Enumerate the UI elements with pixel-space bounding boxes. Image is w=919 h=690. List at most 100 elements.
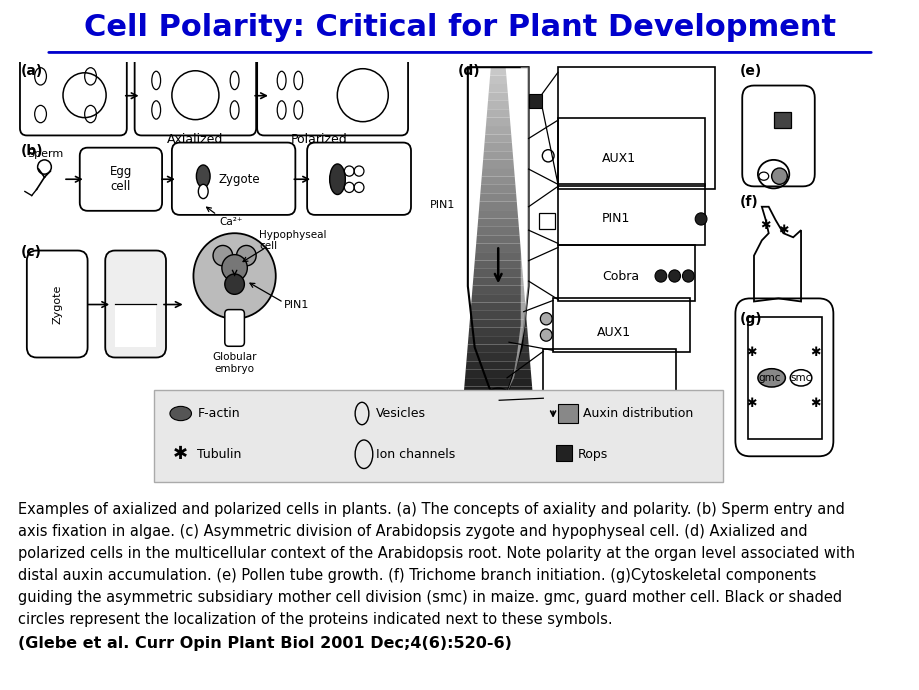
Polygon shape [480,185,516,193]
Text: gmc: gmc [757,373,780,383]
Text: Zygote: Zygote [219,172,260,186]
Circle shape [682,270,694,282]
Text: guiding the asymmetric subsidiary mother cell division (smc) in maize. gmc, guar: guiding the asymmetric subsidiary mother… [18,590,842,605]
Polygon shape [468,328,528,336]
Ellipse shape [789,370,811,386]
Ellipse shape [329,164,345,195]
Text: ✱: ✱ [745,397,755,410]
Polygon shape [484,126,511,135]
Polygon shape [483,143,512,151]
Polygon shape [469,319,527,328]
Text: Zygote: Zygote [52,285,62,324]
Text: ✱: ✱ [173,445,188,463]
Polygon shape [464,370,531,378]
Bar [528,94,541,108]
Bar [747,317,821,439]
Polygon shape [470,311,526,319]
Text: ✱: ✱ [810,346,820,359]
Polygon shape [487,101,508,109]
Polygon shape [482,151,513,159]
Bar [555,445,571,462]
Text: Ion channels: Ion channels [375,448,455,461]
Text: (f): (f) [739,195,757,208]
Text: (g): (g) [739,312,761,326]
Polygon shape [473,260,522,269]
Polygon shape [488,84,507,92]
Text: ✱: ✱ [745,346,755,359]
Circle shape [654,270,666,282]
Text: (Glebe et al. Curr Opin Plant Biol 2001 Dec;4(6):520-6): (Glebe et al. Curr Opin Plant Biol 2001 … [18,635,512,651]
Polygon shape [479,193,516,201]
Ellipse shape [757,368,785,387]
Text: axis fixation in algae. (c) Asymmetric division of Arabidopsis zygote and hypoph: axis fixation in algae. (c) Asymmetric d… [18,524,807,540]
Text: F-actin: F-actin [198,407,240,420]
Polygon shape [467,336,528,344]
Text: ✱: ✱ [777,224,788,237]
Text: Sperm: Sperm [27,148,63,159]
Circle shape [193,233,276,319]
Circle shape [695,213,706,225]
Circle shape [236,246,255,266]
Polygon shape [471,286,524,294]
Polygon shape [467,344,528,353]
Polygon shape [487,92,508,101]
Polygon shape [465,362,530,370]
Bar [558,404,577,423]
Polygon shape [466,353,529,362]
Text: Ca²⁺: Ca²⁺ [219,217,242,227]
Polygon shape [481,177,515,185]
Ellipse shape [199,184,208,199]
Polygon shape [472,277,523,286]
Text: Examples of axialized and polarized cells in plants. (a) The concepts of axialit: Examples of axialized and polarized cell… [18,502,845,518]
Text: (d): (d) [458,64,480,78]
Text: Polarized: Polarized [290,133,346,146]
Polygon shape [462,395,533,404]
Text: Egg
cell: Egg cell [109,165,132,193]
Text: PIN1: PIN1 [429,199,455,210]
Circle shape [221,255,247,281]
Ellipse shape [196,165,210,188]
Polygon shape [485,117,510,126]
Circle shape [539,329,551,341]
Polygon shape [482,168,514,177]
FancyBboxPatch shape [224,310,244,346]
Text: Globular
embryo: Globular embryo [212,353,256,374]
Bar [539,213,554,229]
Text: circles represent the localization of the proteins indicated next to these symbo: circles represent the localization of th… [18,612,612,627]
Text: distal auxin accumulation. (e) Pollen tube growth. (f) Trichome branch initiatio: distal auxin accumulation. (e) Pollen tu… [18,568,816,583]
Polygon shape [484,135,511,143]
Text: Axialized: Axialized [167,133,223,146]
Text: polarized cells in the multicellular context of the Arabidopsis root. Note polar: polarized cells in the multicellular con… [18,546,855,561]
Polygon shape [473,269,523,277]
Text: PIN1: PIN1 [601,213,630,226]
Text: smc: smc [789,373,811,383]
Circle shape [668,270,680,282]
Text: (b): (b) [21,144,43,157]
Polygon shape [478,210,517,219]
Polygon shape [463,386,532,395]
Polygon shape [464,378,531,386]
Polygon shape [490,67,505,76]
Text: Vesicles: Vesicles [375,407,425,420]
Text: (e): (e) [739,64,761,78]
Polygon shape [476,235,520,244]
Polygon shape [476,227,519,235]
Polygon shape [489,76,506,84]
Polygon shape [504,67,528,396]
Text: AUX1: AUX1 [596,326,630,339]
Ellipse shape [758,172,768,180]
FancyBboxPatch shape [154,390,721,482]
Text: Hypophyseal
cell: Hypophyseal cell [259,230,326,251]
Text: Cobra: Cobra [601,270,639,282]
Circle shape [541,150,553,162]
Bar [773,112,790,128]
Polygon shape [471,294,525,302]
FancyBboxPatch shape [105,250,165,357]
Polygon shape [479,201,516,210]
Circle shape [539,313,551,325]
Text: ✱: ✱ [760,219,770,232]
Ellipse shape [485,388,510,408]
Polygon shape [486,109,509,117]
Ellipse shape [771,168,787,184]
Polygon shape [477,219,518,227]
